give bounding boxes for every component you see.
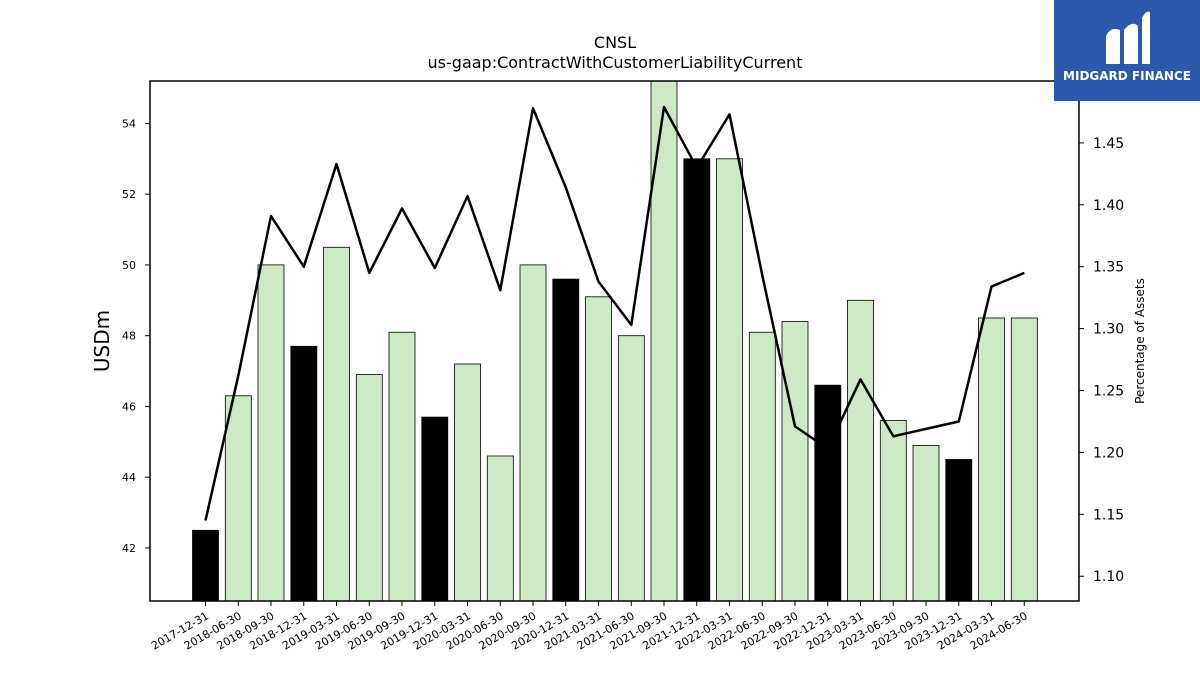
bar-2020-09-30 [519, 264, 547, 602]
chart-subtitle: us-gaap:ContractWithCustomerLiabilityCur… [428, 53, 803, 72]
bar-2020-06-30 [486, 455, 514, 602]
midgard-logo-icon [1106, 11, 1150, 65]
y-tick-label: 50 [122, 259, 136, 272]
y-tick-label: 52 [122, 188, 136, 201]
bar-2022-09-30 [781, 321, 809, 602]
bar-2021-12-31 [683, 158, 711, 602]
line-series [204, 105, 1025, 521]
y-tick-label: 46 [122, 400, 136, 413]
y2-tick-label: 1.30 [1093, 322, 1124, 338]
bar-2021-03-31 [585, 296, 612, 602]
bar-2021-09-30 [650, 80, 678, 602]
y2-axis-ticks: 1.10 1.15 1.20 1.25 1.30 1.35 1.40 1.45 [1079, 136, 1124, 585]
bar-2022-03-31 [716, 158, 743, 602]
y-tick-label: 42 [122, 542, 136, 555]
chart-title: CNSL [594, 33, 636, 52]
y-axis-label: USDm [90, 310, 114, 372]
bar-2019-03-31 [323, 246, 350, 602]
y2-tick-label: 1.10 [1093, 569, 1124, 585]
bar-2020-03-31 [454, 363, 481, 602]
y2-axis-label: Percentage of Assets [1133, 278, 1147, 404]
y2-tick-label: 1.15 [1093, 507, 1124, 523]
y2-tick-label: 1.40 [1093, 198, 1124, 214]
bar-2019-06-30 [355, 374, 383, 602]
bar-2018-12-31 [290, 345, 318, 602]
bar-2019-09-30 [388, 331, 416, 602]
bar-2022-12-31 [814, 384, 842, 602]
bar-2017-12-31 [192, 529, 219, 602]
y2-tick-label: 1.35 [1093, 260, 1124, 276]
bar-2023-12-31 [945, 459, 973, 602]
bar-2023-06-30 [879, 420, 907, 602]
y2-tick-label: 1.25 [1093, 384, 1124, 400]
y-axis-ticks: 42 44 46 48 50 52 54 [122, 117, 150, 555]
y2-tick-label: 1.45 [1093, 136, 1124, 152]
bar-2020-12-31 [552, 278, 580, 602]
bar-2023-09-30 [912, 444, 940, 602]
bar-2019-12-31 [421, 416, 449, 602]
bar-series [192, 80, 1038, 602]
y-tick-label: 48 [122, 330, 136, 343]
y-tick-label: 44 [122, 471, 136, 484]
logo-brand-text: MIDGARD FINANCE [1063, 69, 1191, 83]
y2-tick-label: 1.20 [1093, 445, 1124, 461]
percentage-of-assets-line [204, 105, 1025, 521]
x-axis-ticks: 2017-12-312018-06-302018-09-302018-12-31… [149, 601, 1030, 653]
bar-2022-06-30 [748, 331, 776, 602]
bar-2024-03-31 [978, 317, 1005, 602]
bar-2024-06-30 [1010, 317, 1038, 602]
bar-2018-06-30 [224, 395, 252, 602]
bar-2021-06-30 [617, 335, 645, 602]
bar-2018-09-30 [257, 264, 285, 602]
plot-frame [149, 80, 1080, 602]
logo: MIDGARD FINANCE [1054, 0, 1200, 101]
y-tick-label: 54 [122, 117, 136, 130]
bar-2023-03-31 [847, 299, 874, 602]
